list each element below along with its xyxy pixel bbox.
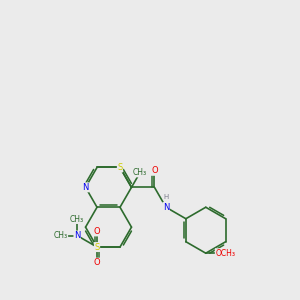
Text: H: H	[163, 203, 169, 212]
Text: S: S	[94, 242, 100, 251]
Text: OCH₃: OCH₃	[215, 249, 235, 258]
Text: CH₃: CH₃	[133, 168, 147, 177]
Text: O: O	[94, 258, 100, 267]
Text: N: N	[82, 183, 89, 192]
Text: CH₃: CH₃	[53, 231, 68, 240]
Text: H: H	[163, 194, 169, 200]
Text: CH₃: CH₃	[70, 214, 84, 224]
Text: N: N	[74, 231, 80, 240]
Text: S: S	[117, 163, 123, 172]
Text: O: O	[94, 227, 100, 236]
Text: N: N	[163, 203, 169, 212]
Text: O: O	[151, 166, 158, 175]
